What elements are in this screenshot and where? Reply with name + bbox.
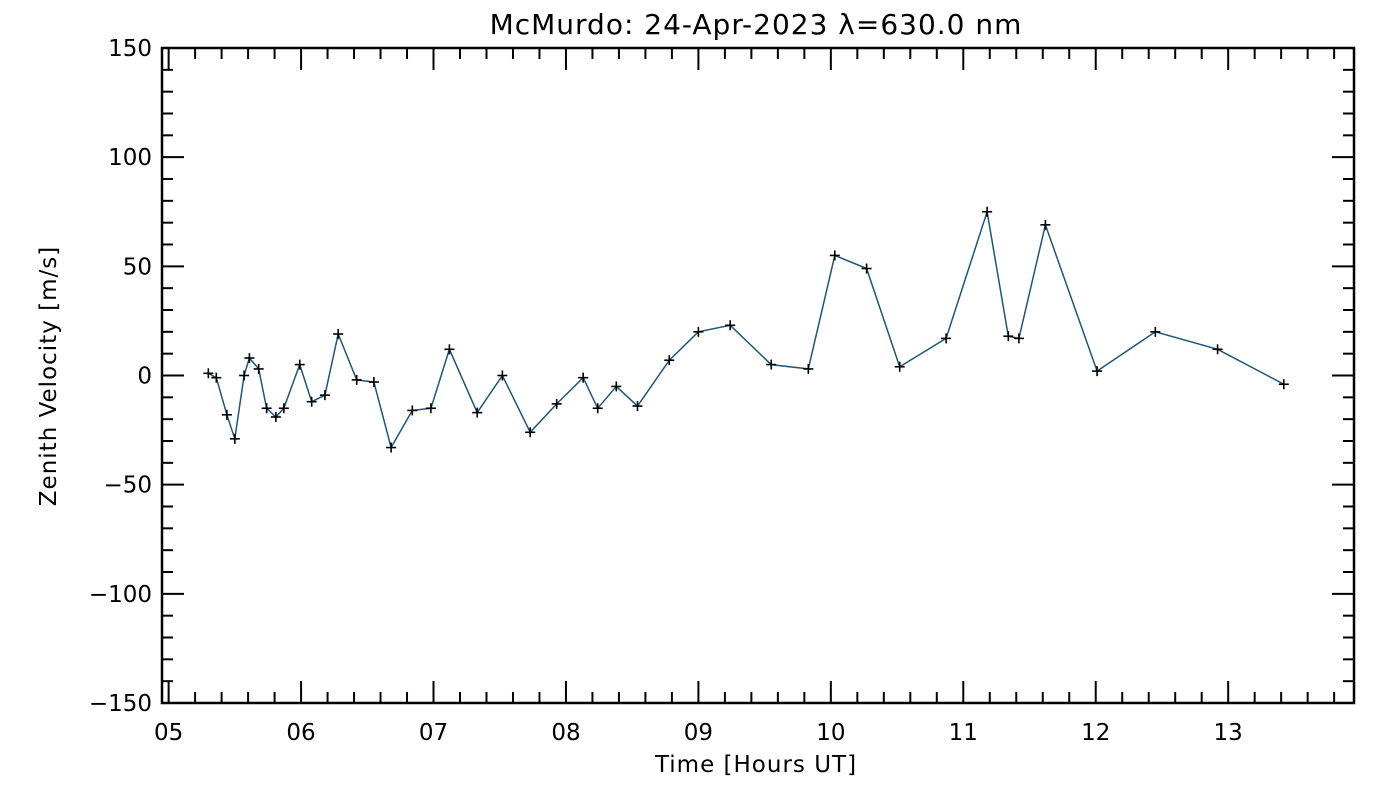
data-point — [551, 398, 562, 409]
data-point — [306, 396, 317, 407]
x-tick-label: 12 — [1081, 720, 1110, 746]
data-point — [407, 405, 418, 416]
plot-frame — [160, 46, 1356, 705]
x-tick-label: 10 — [816, 720, 845, 746]
data-point — [229, 433, 240, 444]
data-point — [1150, 326, 1161, 337]
x-tick-label: 07 — [419, 720, 448, 746]
data-point — [1092, 366, 1103, 377]
data-point — [425, 403, 436, 414]
data-point — [578, 372, 589, 383]
data-point — [941, 333, 952, 344]
data-point — [294, 359, 305, 370]
x-axis-label: Time [Hours UT] — [654, 752, 857, 778]
data-point — [244, 353, 255, 364]
data-point — [525, 427, 536, 438]
chart-title: McMurdo: 24-Apr-2023 λ=630.0 nm — [490, 8, 1023, 41]
data-point — [386, 442, 397, 453]
data-point — [803, 363, 814, 374]
data-point — [319, 390, 330, 401]
x-tick-label: 13 — [1214, 720, 1243, 746]
data-point — [861, 263, 872, 274]
data-point — [1003, 331, 1014, 342]
data-point — [497, 370, 508, 381]
series-line — [208, 211, 1285, 450]
x-tick-label: 05 — [154, 720, 183, 746]
data-point — [693, 326, 704, 337]
y-tick-label: −50 — [103, 473, 152, 499]
x-tick-label: 11 — [949, 720, 978, 746]
data-point — [351, 374, 362, 385]
x-tick-labels: 05 06 07 08 09 10 11 12 13 — [154, 720, 1243, 746]
y-axis-label: Zenith Velocity [m/s] — [36, 246, 62, 506]
data-point — [664, 355, 675, 366]
data-point — [1278, 379, 1289, 390]
data-point — [766, 359, 777, 370]
y-tick-label: −100 — [89, 582, 152, 608]
x-tick-label: 09 — [684, 720, 713, 746]
data-point — [211, 372, 222, 383]
data-point — [982, 206, 993, 217]
data-point — [368, 377, 379, 388]
data-point — [278, 403, 289, 414]
y-tick-label: 0 — [137, 364, 152, 390]
data-point — [1040, 219, 1051, 230]
data-point — [1212, 344, 1223, 355]
y-tick-label: 50 — [123, 254, 152, 280]
axis-ticks — [162, 47, 1354, 704]
data-point — [203, 368, 214, 379]
data-point — [725, 320, 736, 331]
y-tick-label: −150 — [89, 691, 152, 717]
data-point — [444, 344, 455, 355]
data-point — [270, 411, 281, 422]
y-tick-label: 150 — [108, 36, 152, 62]
data-point — [894, 361, 905, 372]
x-tick-label: 06 — [286, 720, 315, 746]
data-point — [611, 381, 622, 392]
data-point — [592, 403, 603, 414]
x-tick-label: 08 — [551, 720, 580, 746]
data-point — [1013, 333, 1024, 344]
data-point — [253, 363, 264, 374]
data-point — [472, 407, 483, 418]
y-tick-label: 100 — [108, 145, 152, 171]
data-point — [261, 403, 272, 414]
data-point — [333, 329, 344, 340]
data-point — [829, 250, 840, 261]
data-point — [221, 409, 232, 420]
y-tick-labels: −150 −100 −50 0 50 100 150 — [89, 36, 152, 717]
data-point — [632, 401, 643, 412]
data-markers — [203, 206, 1289, 453]
data-point — [239, 370, 250, 381]
